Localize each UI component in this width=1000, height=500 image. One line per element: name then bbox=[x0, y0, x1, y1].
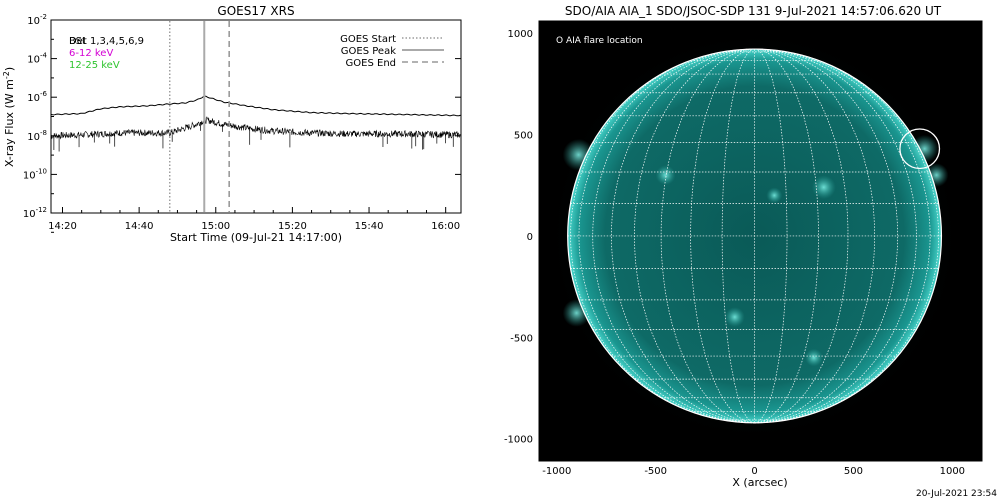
goes-x-axis-label: Start Time (09-Jul-21 14:17:00) bbox=[170, 231, 342, 244]
tick-base: 10 bbox=[27, 93, 40, 104]
longitude-line bbox=[754, 48, 876, 424]
goes-short-channel-line bbox=[50, 116, 461, 140]
goes-x-tick-label: 15:40 bbox=[355, 221, 384, 232]
goes-plot-title: GOES17 XRS bbox=[217, 4, 294, 18]
goes-y-tick-label: 10-2 bbox=[27, 13, 47, 27]
longitude-line bbox=[578, 48, 755, 424]
active-region bbox=[724, 307, 745, 327]
longitude-line bbox=[754, 48, 939, 424]
goes-x-tick-label: 15:20 bbox=[278, 221, 307, 232]
longitude-line bbox=[634, 48, 755, 424]
longitude-line bbox=[754, 48, 819, 424]
goes-y-tick-label: 10-10 bbox=[23, 167, 47, 181]
goes-x-tick-label: 14:40 bbox=[125, 221, 154, 232]
aia-plot-title: SDO/AIA AIA_1 SDO/JSOC-SDP 131 9-Jul-202… bbox=[565, 4, 942, 18]
goes-y-tick-label: 10-6 bbox=[27, 90, 47, 104]
active-region bbox=[804, 348, 823, 367]
flare-location-circle bbox=[899, 128, 941, 170]
active-region bbox=[655, 165, 676, 185]
tick-base: 10 bbox=[23, 209, 36, 220]
active-regions bbox=[562, 134, 949, 367]
longitude-line bbox=[570, 48, 755, 424]
aia-y-tick-label: 500 bbox=[514, 131, 533, 142]
goes-band-legend-entry: 6-12 keV bbox=[69, 48, 113, 59]
aia-y-tick-label: 1000 bbox=[508, 29, 533, 40]
goes-x-tick-label: 14:20 bbox=[48, 221, 77, 232]
longitude-line bbox=[754, 48, 917, 424]
aia-x-tick-label: -500 bbox=[644, 466, 667, 477]
tick-exponent: -12 bbox=[36, 206, 47, 214]
aia-y-tick-label: 0 bbox=[527, 232, 533, 243]
goes-x-tick-label: 16:00 bbox=[431, 221, 460, 232]
goes-event-legend-label: GOES Start bbox=[340, 34, 396, 45]
active-region bbox=[811, 175, 836, 200]
longitude-line bbox=[660, 48, 755, 424]
heliographic-grid bbox=[567, 48, 942, 424]
goes-band-legend-entry: Det 1,3,4,5,6,9 bbox=[69, 36, 144, 47]
tick-base: 10 bbox=[23, 170, 36, 181]
active-region bbox=[766, 187, 783, 204]
aia-x-tick-label: 0 bbox=[751, 466, 757, 477]
aia-x-tick-label: 500 bbox=[844, 466, 863, 477]
aia-y-tick-label: -500 bbox=[510, 333, 533, 344]
tick-exponent: -8 bbox=[40, 129, 47, 137]
aia-y-ticks: -1000 -500 0 500 1000 bbox=[504, 29, 546, 446]
active-region bbox=[910, 134, 939, 163]
aia-x-ticks: -1000 -500 0 500 1000 bbox=[542, 454, 973, 477]
goes-xrs-plot: GOES17 XRS 14:20 14:40 15:00 15:20 15:40 16:0… bbox=[2, 4, 462, 244]
solar-limb bbox=[567, 48, 943, 424]
goes-y-tick-label: 10-4 bbox=[27, 52, 47, 66]
tick-exponent: -6 bbox=[40, 90, 48, 98]
aia-x-tick-label: 1000 bbox=[940, 466, 965, 477]
aia-image-plot: SDO/AIA AIA_1 SDO/JSOC-SDP 131 9-Jul-202… bbox=[504, 4, 983, 489]
tick-base: 10 bbox=[27, 55, 40, 66]
goes-band-legend-entry: 12-25 keV bbox=[69, 60, 120, 71]
goes-band-legend-overprint: BSt bbox=[69, 36, 86, 47]
longitude-line bbox=[754, 48, 788, 424]
goes-curves bbox=[50, 95, 462, 152]
longitude-line bbox=[721, 48, 755, 424]
goes-y-tick-label: 10-12 bbox=[23, 206, 47, 220]
goes-x-tick-label: 15:00 bbox=[201, 221, 230, 232]
longitude-line bbox=[690, 48, 755, 424]
aia-x-axis-label: X (arcsec) bbox=[732, 476, 787, 489]
tick-exponent: -10 bbox=[36, 167, 47, 175]
aia-y-tick-label: -1000 bbox=[504, 435, 533, 446]
goes-long-channel-line bbox=[50, 95, 462, 117]
footer-timestamp: 20-Jul-2021 23:54 bbox=[916, 489, 997, 499]
longitude-line bbox=[754, 48, 849, 424]
longitude-line bbox=[592, 48, 755, 424]
tick-exponent: -4 bbox=[40, 52, 48, 60]
goes-event-legend-label: GOES End bbox=[346, 58, 396, 69]
goes-y-axis-label: X-ray Flux (W m-2) bbox=[2, 67, 17, 167]
goes-event-legend-label: GOES Peak bbox=[341, 46, 396, 57]
flare-location-legend: O AIA flare location bbox=[556, 36, 643, 46]
aia-plot-frame bbox=[538, 20, 983, 462]
tick-base: 10 bbox=[27, 16, 40, 27]
tick-exponent: -2 bbox=[40, 13, 47, 21]
active-region bbox=[562, 299, 591, 327]
goes-event-lines bbox=[169, 21, 230, 212]
goes-x-ticks: 14:20 14:40 15:00 15:20 15:40 16:00 bbox=[48, 207, 460, 232]
aia-x-tick-label: -1000 bbox=[542, 466, 571, 477]
active-region bbox=[924, 163, 949, 187]
goes-y-tick-label: 10-8 bbox=[27, 129, 47, 143]
active-region bbox=[562, 139, 595, 171]
tick-base: 10 bbox=[27, 132, 40, 143]
